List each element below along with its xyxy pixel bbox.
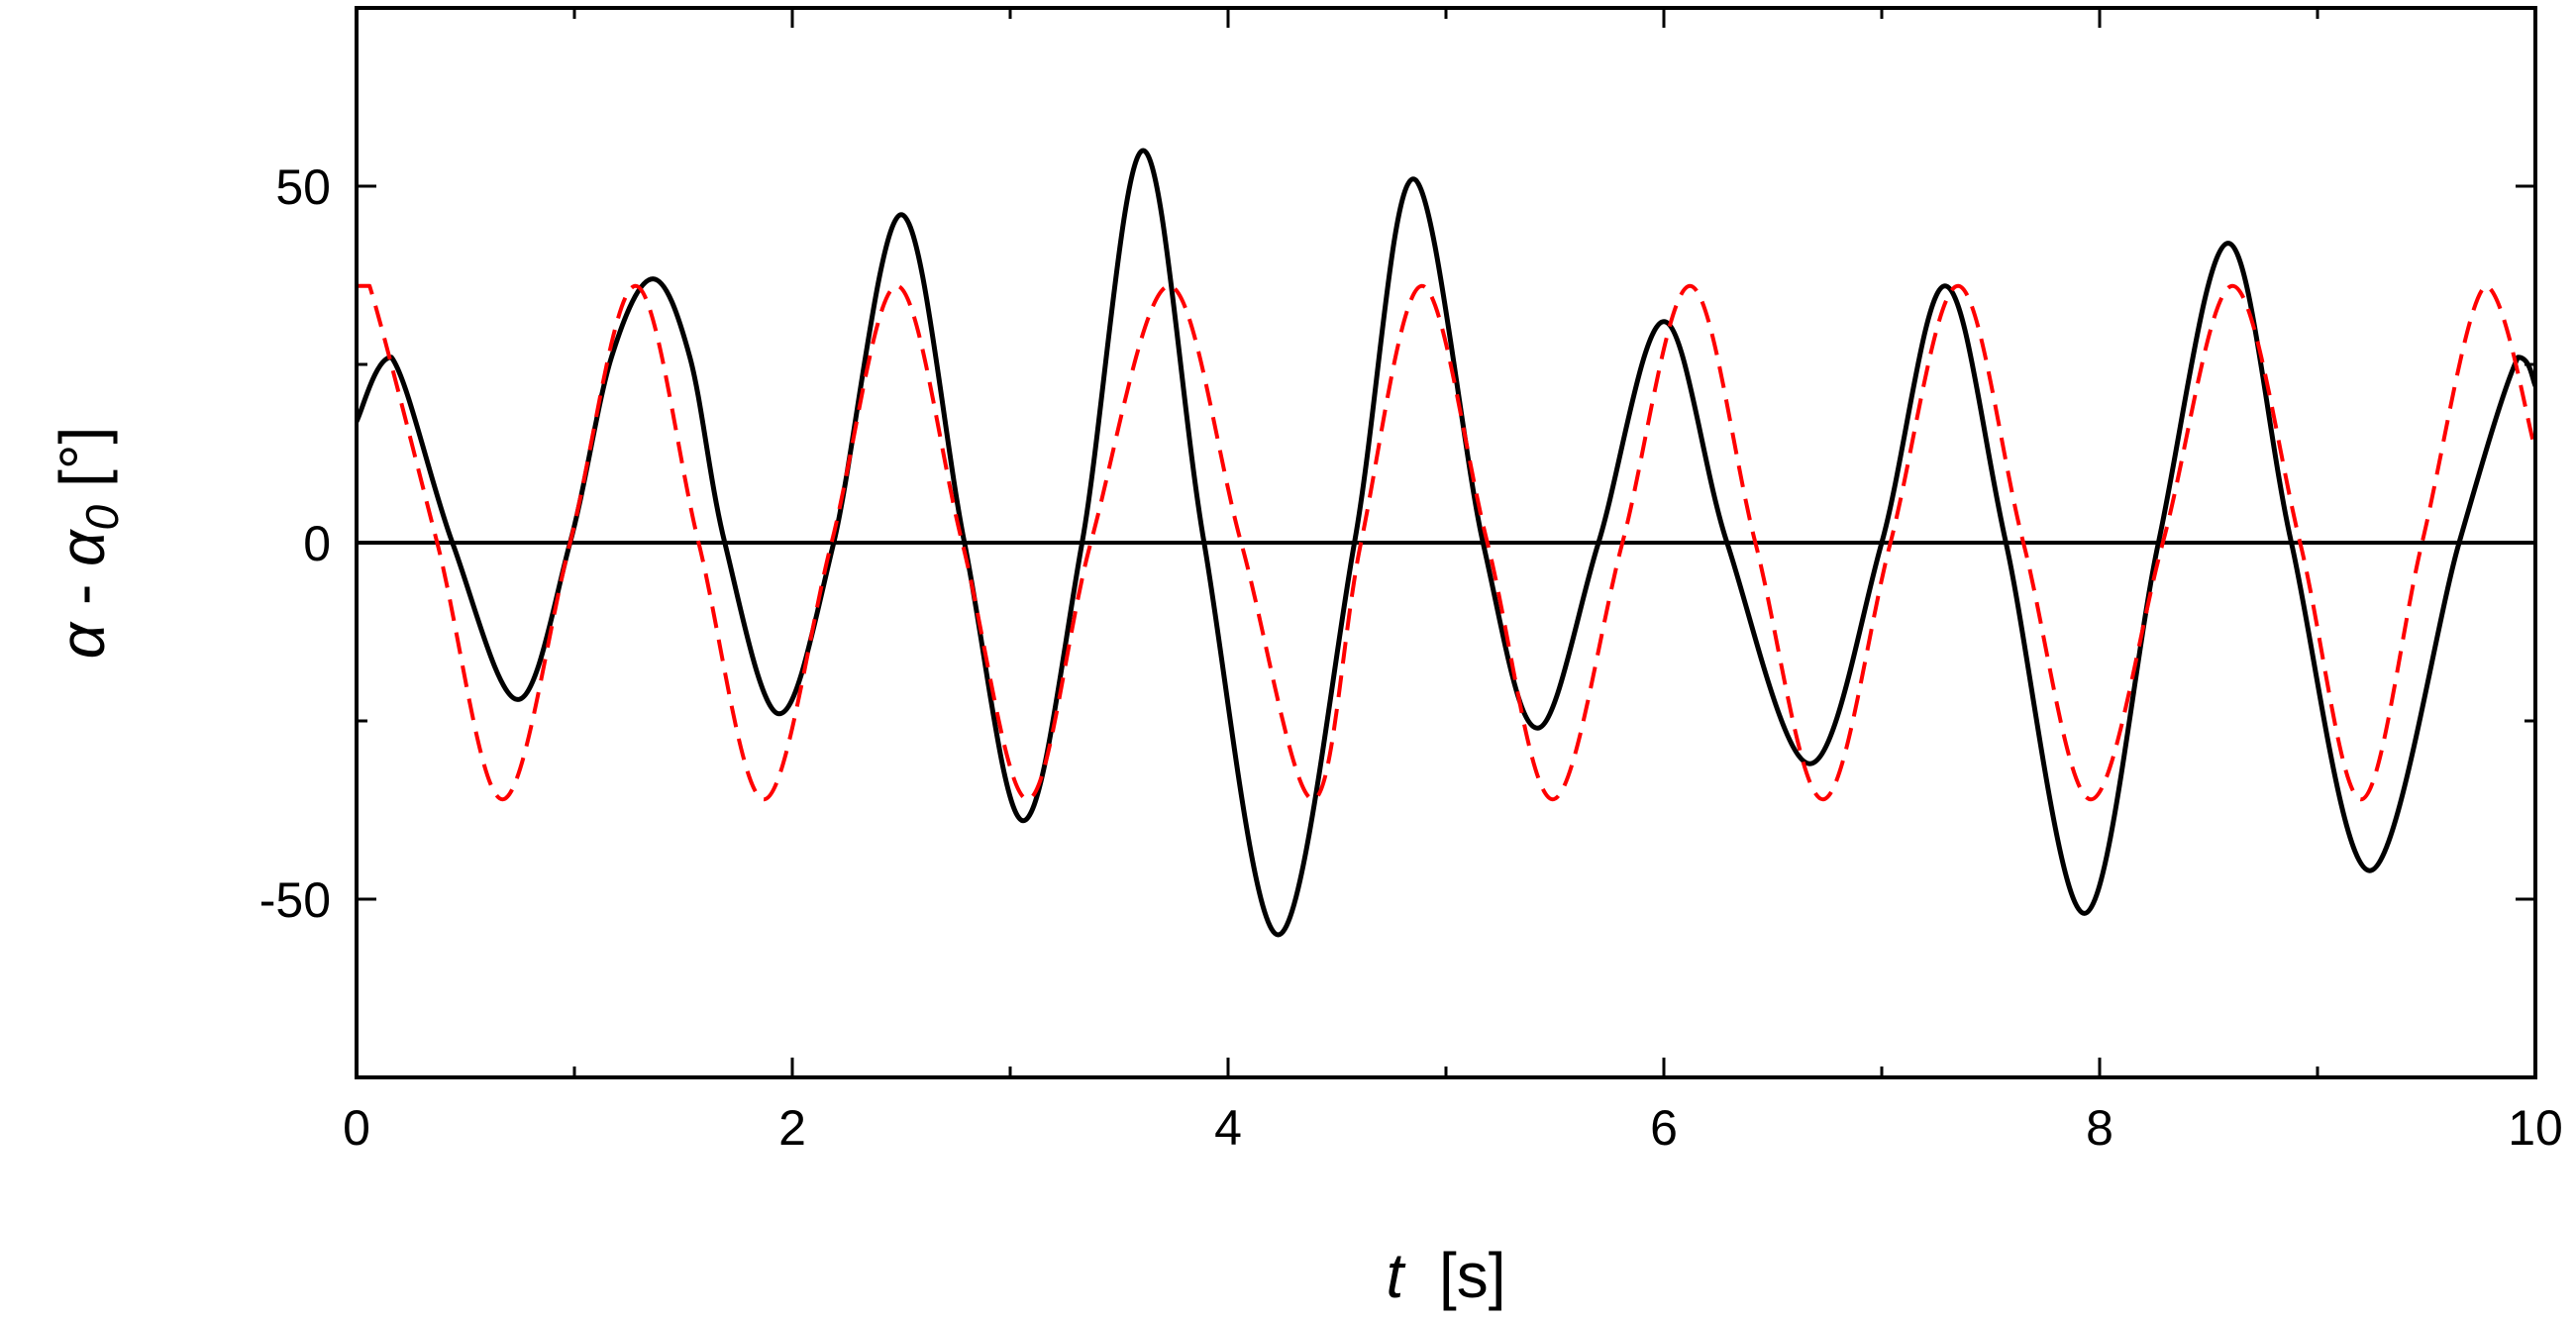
y-axis-title: α - α0[°] [47, 427, 128, 660]
y-axis-symbol-2: α [47, 529, 118, 566]
y-axis-symbol: α [47, 621, 118, 659]
series-line-solid [357, 148, 2535, 938]
x-tick-label: 10 [2508, 1100, 2563, 1156]
x-tick-label: 6 [1650, 1100, 1678, 1156]
x-tick-label: 2 [778, 1100, 806, 1156]
tick-labels-layer: 0 2 4 6 8 10 -50 0 50 [259, 159, 2563, 1156]
x-axis-symbol: t [1386, 1240, 1405, 1311]
y-axis-subscript: 0 [76, 504, 128, 530]
x-axis-title: t [s] [1386, 1240, 1505, 1311]
x-tick-label: 0 [343, 1100, 370, 1156]
y-tick-label: -50 [259, 872, 331, 928]
series-layer [357, 148, 2535, 938]
x-axis-unit: [s] [1439, 1240, 1506, 1311]
series-line-dashed [357, 283, 2535, 802]
x-tick-label: 4 [1214, 1100, 1242, 1156]
y-axis-unit: [°] [47, 427, 118, 487]
x-tick-label: 8 [2086, 1100, 2113, 1156]
y-tick-label: 0 [303, 516, 331, 571]
ticks-layer [355, 6, 2537, 1079]
y-tick-label: 50 [275, 159, 331, 215]
y-axis-separator: - [47, 566, 118, 623]
